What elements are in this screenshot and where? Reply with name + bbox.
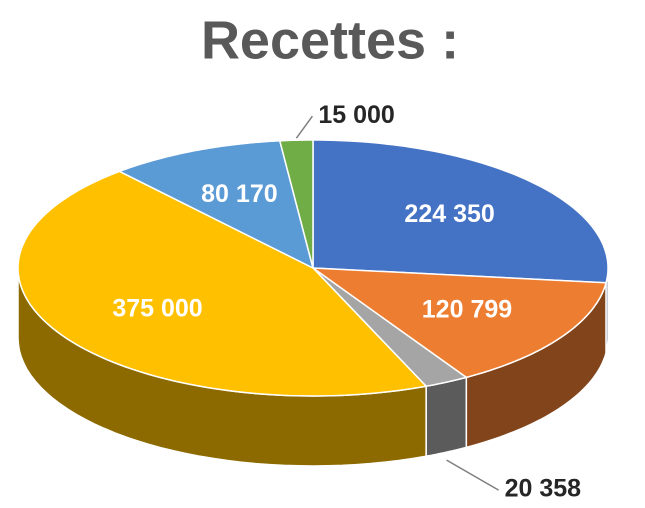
data-label: 15 000: [318, 101, 394, 129]
slice-side: [425, 376, 468, 458]
slice: [17, 170, 428, 397]
slice: [312, 267, 469, 388]
data-label: 120 799: [422, 295, 512, 323]
slice: [278, 139, 314, 269]
leader-line: [446, 459, 499, 491]
data-label: 375 000: [112, 294, 202, 322]
data-label: 20 358: [505, 475, 582, 503]
leader-line: [295, 115, 313, 139]
data-label: 224 350: [404, 200, 494, 228]
data-label: 80 170: [201, 180, 277, 208]
slice: [310, 267, 607, 379]
slice: [312, 139, 609, 284]
chart-title: Recettes :: [201, 10, 459, 70]
slice: [117, 140, 315, 270]
